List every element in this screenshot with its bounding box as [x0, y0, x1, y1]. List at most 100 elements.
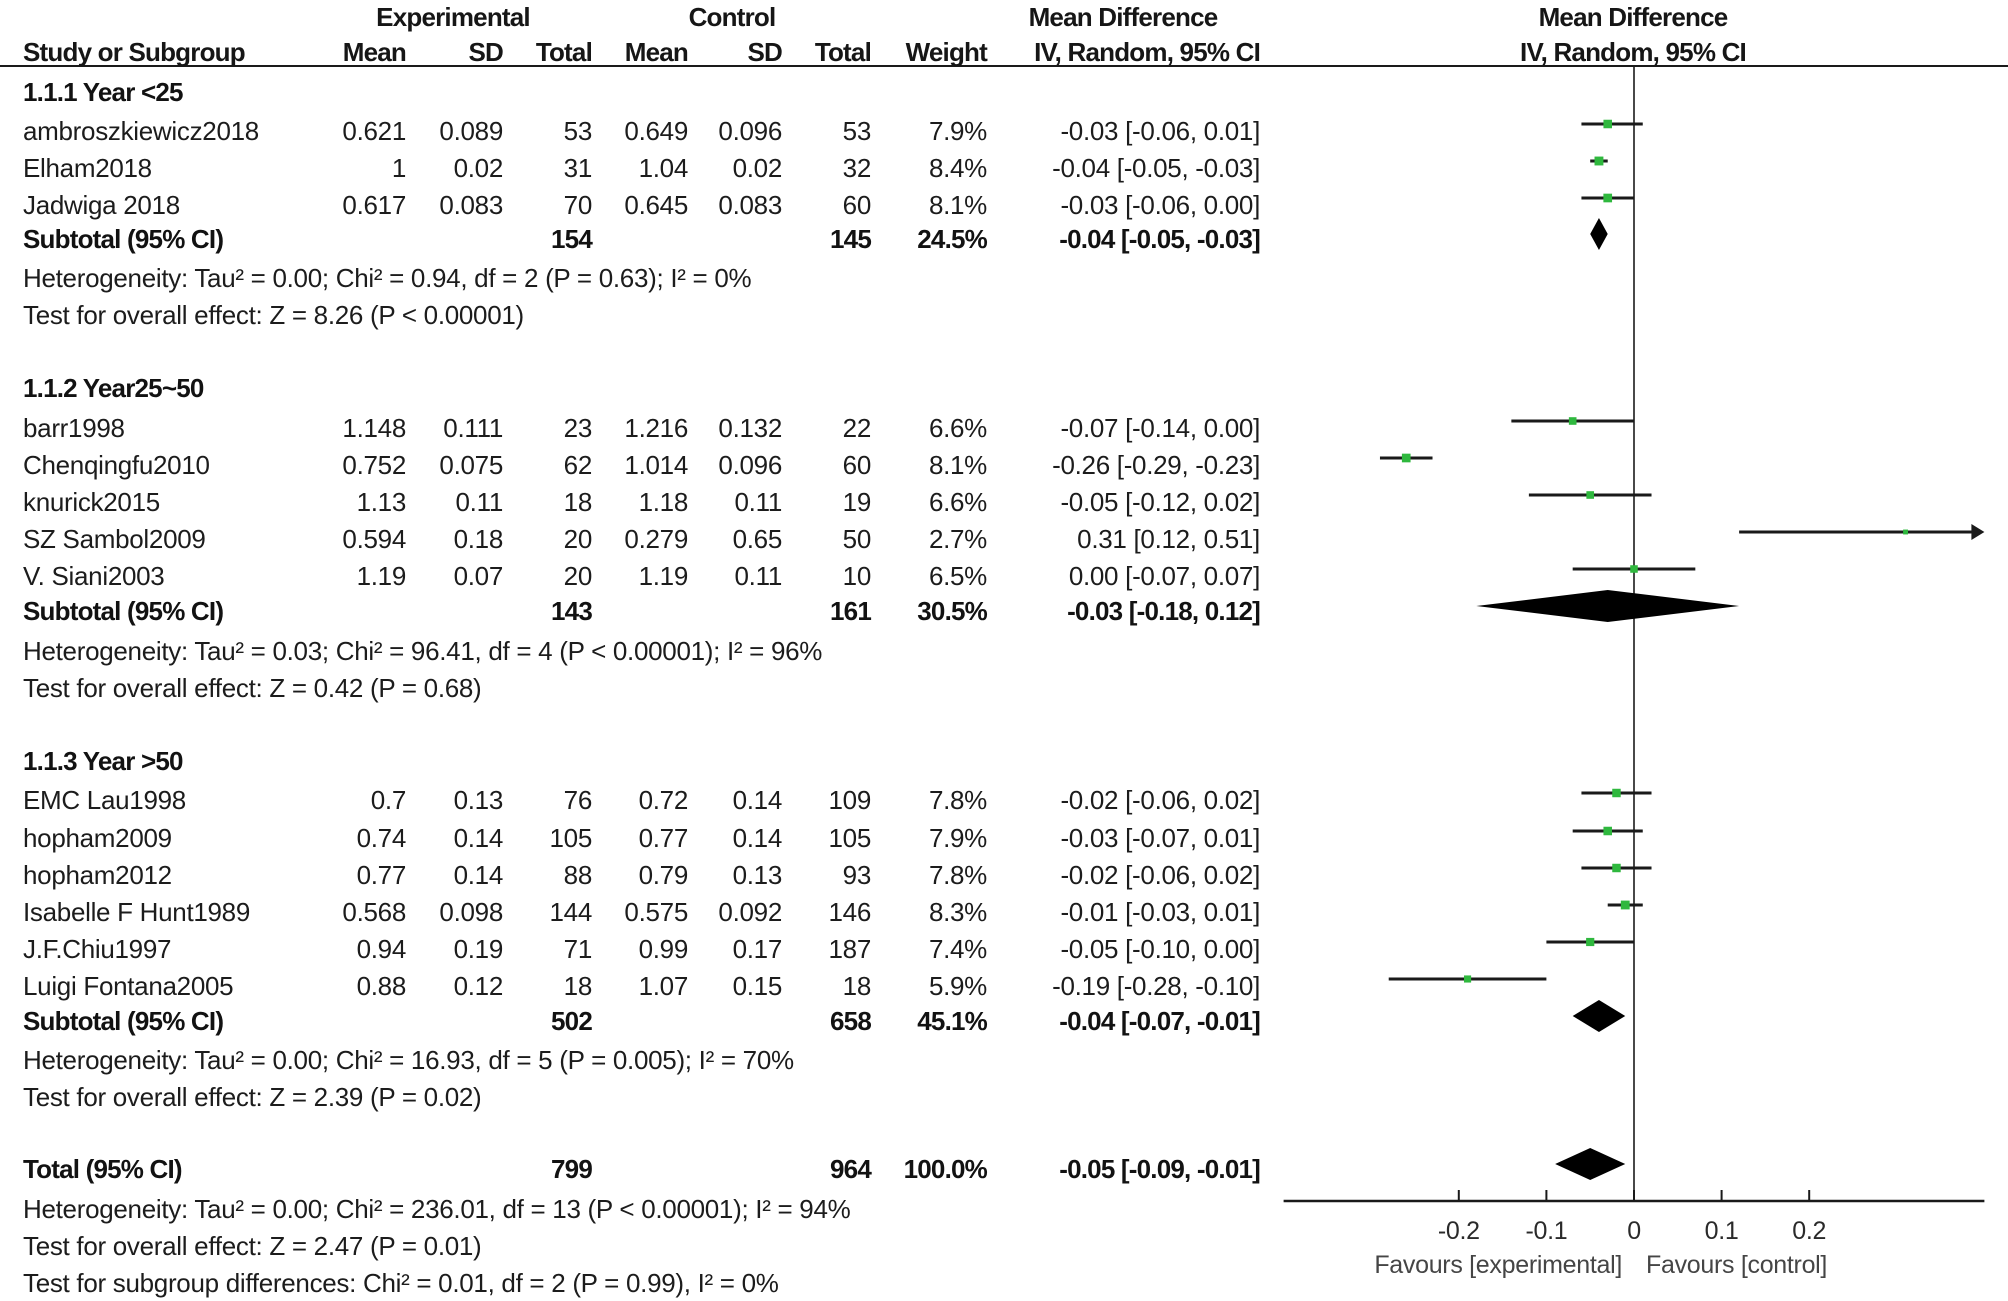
study-e-sd: 0.18 — [453, 524, 504, 554]
header-md-column-method: IV, Random, 95% CI — [1034, 37, 1261, 67]
subtotal-row: Subtotal (95% CI) 502 658 45.1% -0.04 [-0.07… — [0, 1006, 2008, 1036]
heterogeneity-text: Heterogeneity: Tau² = 0.03; Chi² = 96.41… — [23, 636, 823, 666]
subtotal-c-total: 145 — [830, 224, 872, 254]
study-c-sd: 0.092 — [718, 897, 782, 927]
study-c-mean: 1.04 — [638, 153, 689, 183]
study-e-mean: 0.94 — [356, 934, 407, 964]
header-experimental-sd: SD — [468, 37, 503, 67]
study-c-mean: 0.99 — [638, 934, 689, 964]
study-c-sd: 0.096 — [718, 450, 782, 480]
x-tick-label: 0.1 — [1704, 1217, 1739, 1245]
total-overall-effect-row: Test for overall effect: Z = 2.47 (P = 0… — [0, 1231, 2008, 1261]
total-c-total: 964 — [830, 1154, 872, 1184]
study-c-sd: 0.65 — [732, 524, 783, 554]
effect-marker — [1603, 826, 1612, 836]
study-name: J.F.Chiu1997 — [23, 934, 172, 964]
study-e-mean: 1.148 — [342, 413, 406, 443]
subtotal-c-total: 658 — [830, 1006, 872, 1036]
overall-effect-text: Test for overall effect: Z = 8.26 (P < 0… — [23, 300, 524, 330]
study-weight: 7.8% — [928, 785, 987, 815]
ci-arrow-right — [1971, 524, 1985, 540]
header-weight: Weight — [905, 37, 988, 67]
study-ci-text: -0.03 [-0.06, 0.01] — [1060, 116, 1260, 146]
x-tick-label: 0.2 — [1792, 1217, 1827, 1245]
study-c-sd: 0.11 — [734, 561, 783, 591]
study-e-mean: 0.77 — [356, 860, 407, 890]
total-diamond — [1555, 1148, 1626, 1180]
plot-title: Mean Difference — [1538, 2, 1729, 32]
heterogeneity-row: Heterogeneity: Tau² = 0.00; Chi² = 16.93… — [0, 1045, 2008, 1075]
study-row: barr1998 1.148 0.111 23 1.216 0.132 22 6.6% -0.0… — [0, 413, 2008, 443]
study-name: V. Siani2003 — [23, 561, 165, 591]
study-e-sd: 0.14 — [453, 823, 504, 853]
study-e-total: 144 — [549, 897, 593, 927]
effect-marker — [1586, 491, 1595, 499]
subtotal-row: Subtotal (95% CI) 143 161 30.5% -0.03 [-0.18… — [0, 596, 2008, 626]
study-c-total: 93 — [842, 860, 872, 890]
header-experimental-mean: Mean — [342, 37, 407, 67]
subtotal-e-total: 143 — [551, 596, 593, 626]
study-row: Luigi Fontana2005 0.88 0.12 18 1.07 0.15 18 5.9… — [0, 971, 2008, 1001]
study-c-mean: 1.216 — [624, 413, 688, 443]
study-c-mean: 0.72 — [638, 785, 689, 815]
overall-effect-row: Test for overall effect: Z = 8.26 (P < 0… — [0, 300, 2008, 330]
study-c-total: 22 — [842, 413, 872, 443]
subtotal-label: Subtotal (95% CI) — [23, 596, 224, 626]
subtotal-label: Subtotal (95% CI) — [23, 1006, 224, 1036]
total-heterogeneity-text: Heterogeneity: Tau² = 0.00; Chi² = 236.0… — [23, 1194, 851, 1224]
study-ci-text: -0.05 [-0.10, 0.00] — [1060, 934, 1260, 964]
effect-marker — [1463, 975, 1472, 983]
study-e-mean: 1 — [391, 153, 406, 183]
study-e-mean: 1.19 — [356, 561, 407, 591]
study-e-total: 70 — [563, 190, 593, 220]
header-control-total: Total — [814, 37, 872, 67]
effect-marker — [1630, 565, 1638, 573]
study-weight: 5.9% — [928, 971, 987, 1001]
study-row: SZ Sambol2009 0.594 0.18 20 0.279 0.65 50 2.7% 0… — [0, 524, 2008, 554]
study-weight: 2.7% — [928, 524, 987, 554]
study-e-total: 18 — [563, 971, 593, 1001]
study-e-total: 71 — [563, 934, 593, 964]
study-weight: 8.1% — [928, 450, 987, 480]
study-c-total: 50 — [842, 524, 872, 554]
study-e-total: 18 — [563, 487, 593, 517]
study-c-mean: 0.575 — [624, 897, 688, 927]
study-e-mean: 0.74 — [356, 823, 407, 853]
study-c-sd: 0.11 — [734, 487, 783, 517]
effect-marker — [1401, 453, 1411, 463]
study-e-total: 23 — [563, 413, 593, 443]
study-ci-text: -0.02 [-0.06, 0.02] — [1060, 785, 1260, 815]
subtotal-label: Subtotal (95% CI) — [23, 224, 224, 254]
study-name: Isabelle F Hunt1989 — [23, 897, 251, 927]
study-c-sd: 0.083 — [718, 190, 782, 220]
subgroup-title: 1.1.2 Year25~50 — [23, 373, 204, 403]
study-c-mean: 0.79 — [638, 860, 689, 890]
study-row: Isabelle F Hunt1989 0.568 0.098 144 0.575 0.0… — [0, 897, 2008, 927]
subtotal-e-total: 154 — [551, 224, 593, 254]
study-c-sd: 0.096 — [718, 116, 782, 146]
study-weight: 7.9% — [928, 823, 987, 853]
study-ci-text: -0.03 [-0.07, 0.01] — [1060, 823, 1260, 853]
study-name: Elham2018 — [23, 153, 152, 183]
total-row: Total (95% CI) 799 964 100.0% -0.05 [-0.09, … — [0, 1154, 2008, 1184]
subtotal-weight: 24.5% — [917, 224, 988, 254]
study-name: Chenqingfu2010 — [23, 450, 210, 480]
subtotal-ci: -0.04 [-0.07, -0.01] — [1059, 1006, 1261, 1036]
favours-experimental-label: Favours [experimental] — [1374, 1251, 1622, 1279]
overall-effect-row: Test for overall effect: Z = 0.42 (P = 0… — [0, 673, 2008, 703]
study-c-total: 146 — [828, 897, 872, 927]
study-row: hopham2009 0.74 0.14 105 0.77 0.14 105 7.9% -0.0… — [0, 823, 2008, 853]
subtotal-weight: 45.1% — [917, 1006, 988, 1036]
subtotal-row: Subtotal (95% CI) 154 145 24.5% -0.04 [-0.05… — [0, 224, 2008, 254]
study-c-mean: 1.07 — [638, 971, 689, 1001]
study-e-mean: 0.7 — [370, 785, 407, 815]
subtotal-ci: -0.04 [-0.05, -0.03] — [1059, 224, 1261, 254]
effect-marker — [1620, 900, 1630, 910]
study-weight: 7.4% — [928, 934, 987, 964]
study-c-total: 53 — [842, 116, 872, 146]
heterogeneity-row: Heterogeneity: Tau² = 0.03; Chi² = 96.41… — [0, 636, 2008, 666]
study-ci-text: -0.19 [-0.28, -0.10] — [1052, 971, 1260, 1001]
study-ci-text: -0.01 [-0.03, 0.01] — [1060, 897, 1260, 927]
study-name: hopham2009 — [23, 823, 172, 853]
